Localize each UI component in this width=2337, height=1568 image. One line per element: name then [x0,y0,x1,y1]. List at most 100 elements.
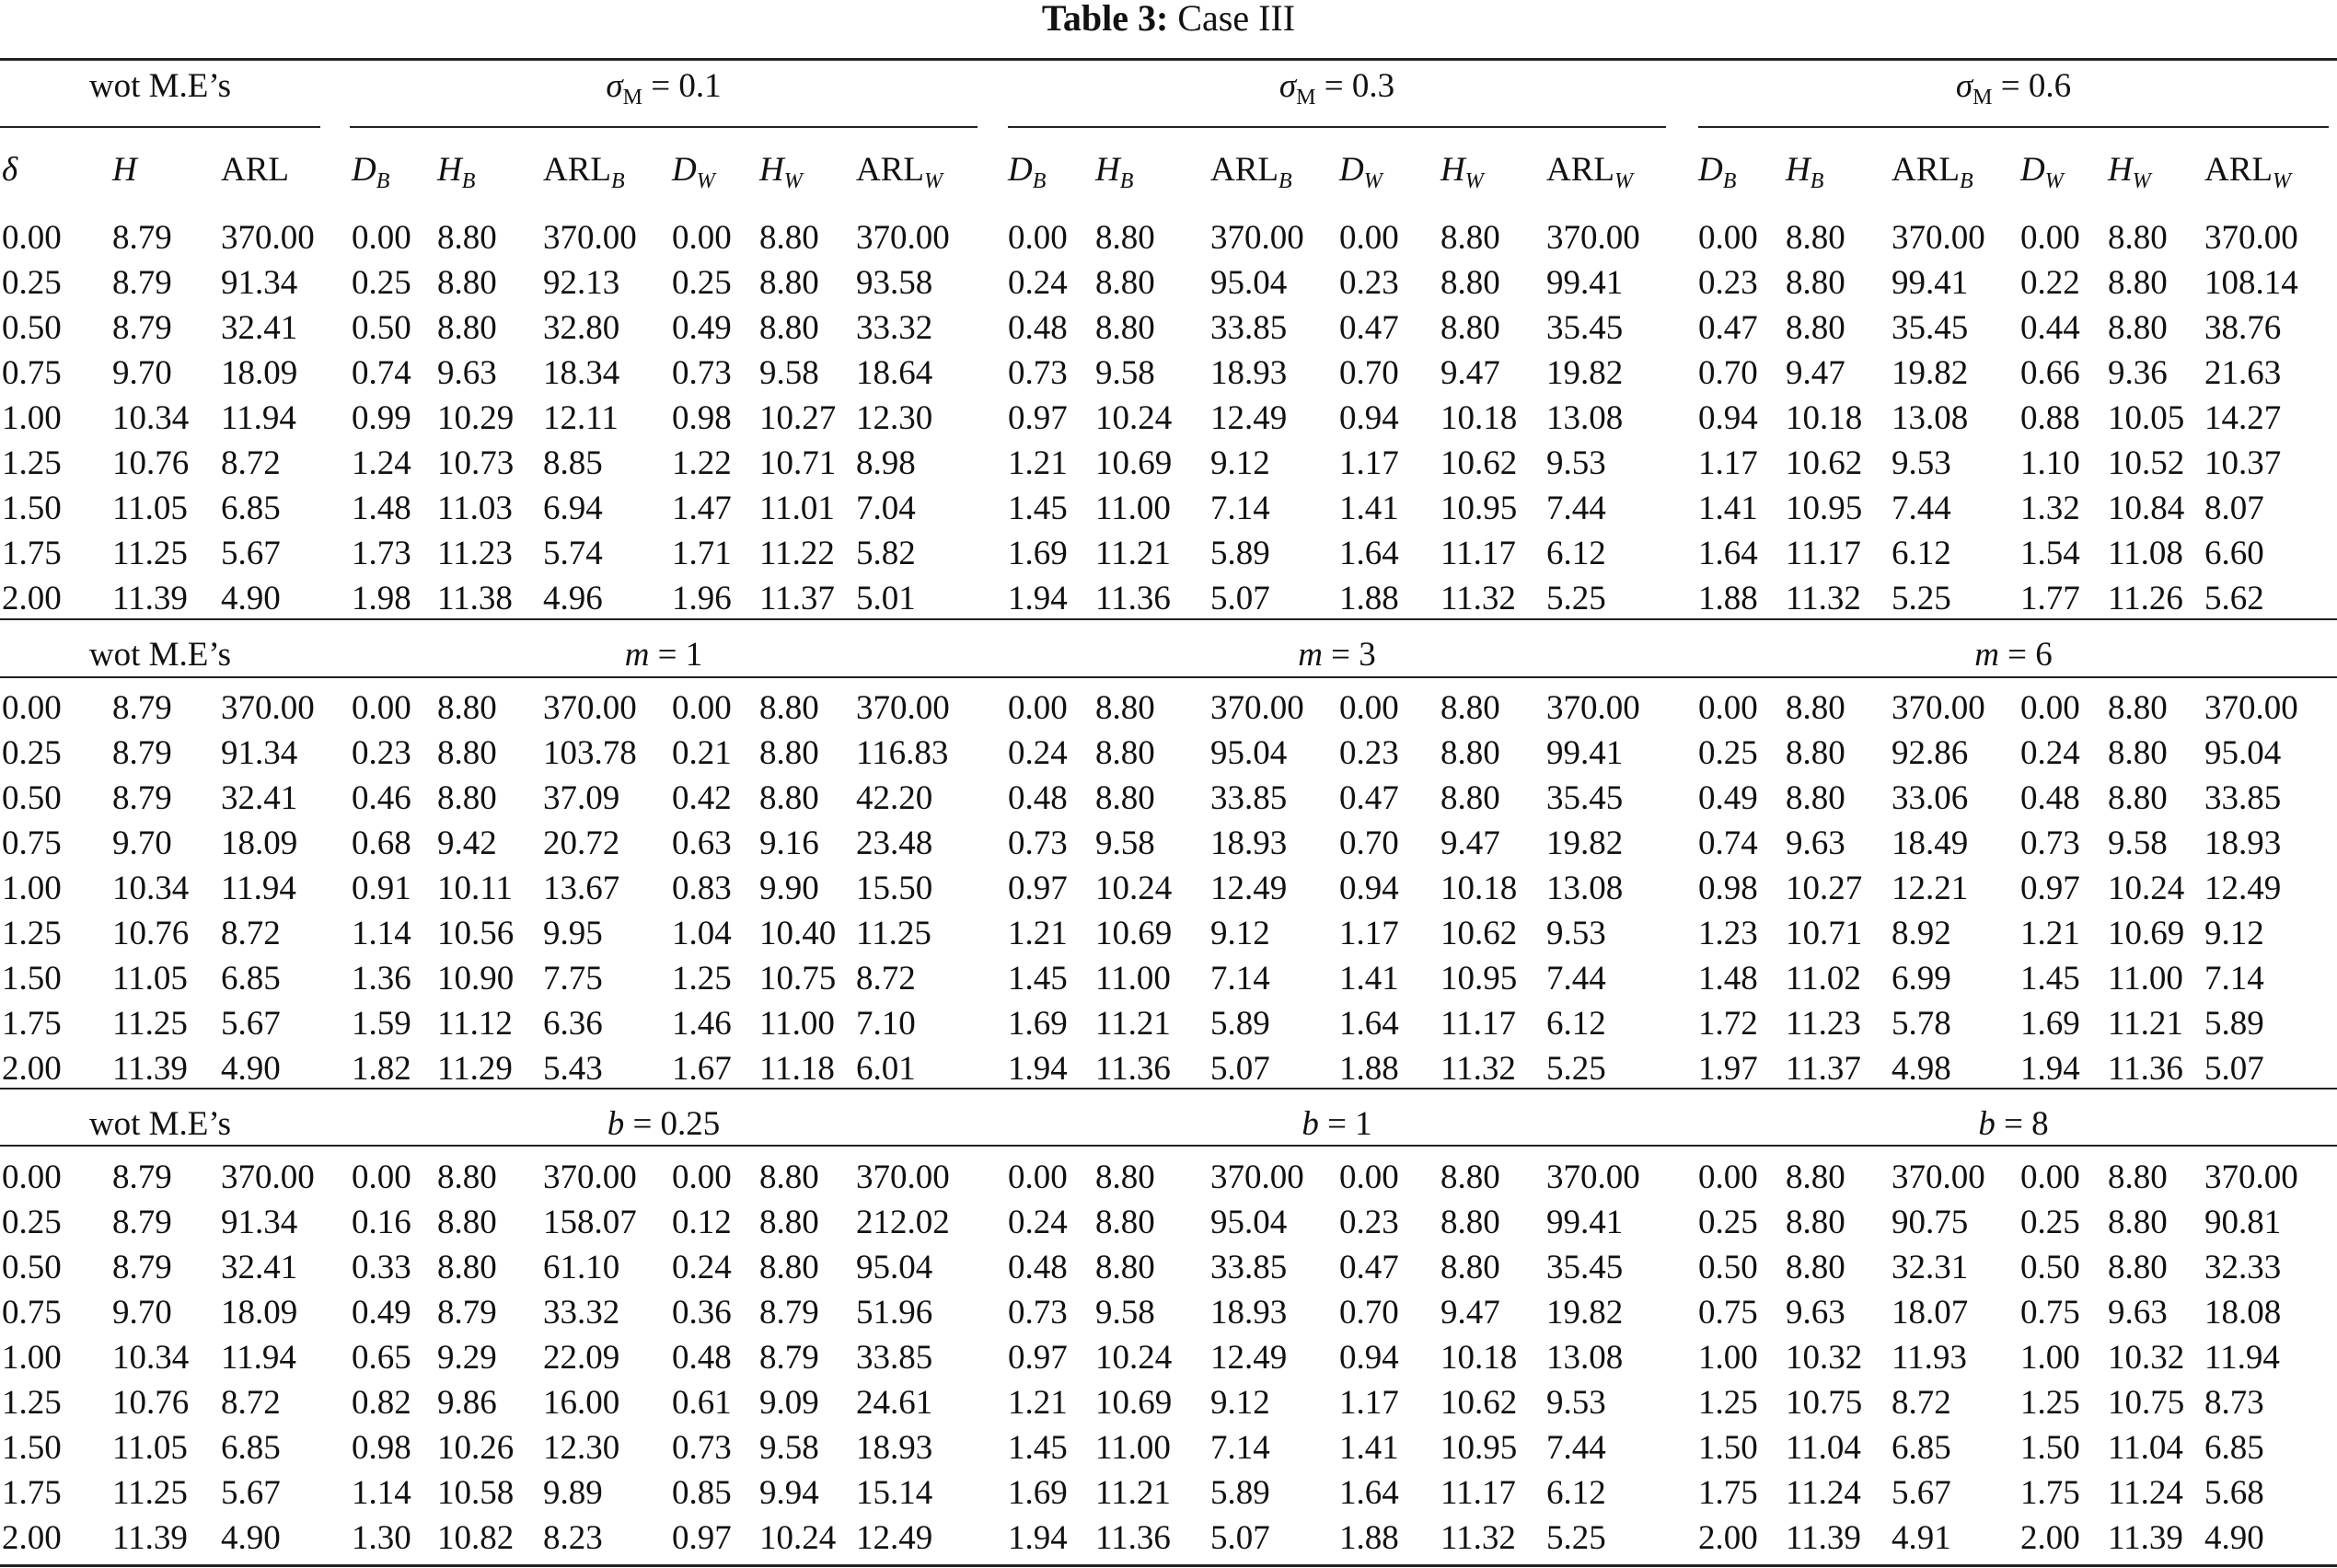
table-cell: 0.66 [2020,354,2080,392]
table-cell: 8.79 [112,264,172,302]
table-cell: 6.99 [1892,960,1951,997]
table-cell: 22.09 [543,1339,620,1377]
table-cell: 0.23 [1339,734,1399,772]
table-cell: 33.85 [1210,1249,1288,1286]
table-cell: 0.25 [352,264,411,302]
table-cell: 1.96 [672,580,732,617]
table-cell: 11.21 [1095,1474,1171,1512]
table-cell: 12.49 [856,1519,933,1557]
table-cell: 11.04 [2108,1429,2183,1467]
table-cell: 10.24 [1095,399,1173,437]
table-cell: 116.83 [856,734,949,772]
table-cell: 9.63 [2108,1294,2168,1332]
table-cell: 18.09 [221,354,298,392]
table-cell: 5.62 [2204,580,2264,617]
table-cell: 5.67 [1892,1474,1951,1512]
shift-delta-cell: 0.00 [2,219,62,257]
table-cell: 1.30 [352,1519,411,1557]
table-cell: 0.00 [1698,1159,1758,1196]
table-cell: 0.16 [352,1204,411,1241]
shift-delta-cell: 0.00 [2,689,62,727]
table-cell: 0.00 [672,689,732,727]
table-cell: 18.64 [856,354,933,392]
table-cell: 10.76 [112,915,190,952]
table-cell: 0.00 [1339,689,1399,727]
table-cell: 8.80 [1095,779,1155,817]
table-cell: 0.00 [352,1159,411,1196]
table-cell: 1.69 [1008,1474,1068,1512]
table-cell: 9.90 [759,870,819,907]
table-cell: 90.81 [2204,1204,2282,1241]
table-cell: 61.10 [543,1249,620,1286]
table-cell: 0.00 [1339,1159,1399,1196]
table-cell: 11.00 [759,1005,835,1043]
table-cell: 1.98 [352,580,411,617]
table-cell: 8.80 [2108,309,2168,347]
column-header-symbol: ARL [2204,151,2273,189]
table-cell: 0.97 [1008,1339,1068,1377]
table-cell: 9.63 [437,354,497,392]
table-cell: 1.23 [1698,915,1758,952]
shift-delta-cell: 1.50 [2,490,62,527]
subscript: W [2273,169,2291,193]
table-cell: 11.39 [112,1519,188,1557]
table-cell: 18.93 [1210,1294,1288,1332]
table-cell: 0.94 [1339,870,1399,907]
table-cell: 8.92 [1892,915,1951,952]
table-cell: 12.30 [543,1429,620,1467]
table-cell: 4.90 [2204,1519,2264,1557]
table-cell: 0.36 [672,1294,732,1332]
table-cell: 19.82 [1892,354,1969,392]
table-cell: 1.14 [352,1474,411,1512]
table-cell: 9.94 [759,1474,819,1512]
table-cell: 15.50 [856,870,933,907]
table-cell: 0.50 [352,309,411,347]
table-cell: 10.24 [1095,1339,1173,1377]
table-cell: 99.41 [1546,1204,1624,1241]
table-cell: 8.79 [112,1204,172,1241]
table-cell: 10.32 [2108,1339,2185,1377]
table-cell: 9.58 [2108,824,2168,862]
table-cell: 5.43 [543,1050,603,1088]
table-cell: 33.85 [1210,309,1288,347]
table-cell: 11.05 [112,490,188,527]
table-cell: 0.47 [1339,779,1399,817]
table-cell: 9.53 [1546,1384,1606,1422]
table-cell: 32.33 [2204,1249,2282,1286]
shift-delta-cell: 1.25 [2,444,62,482]
table-cell: 95.04 [856,1249,933,1286]
table-cell: 10.34 [112,870,190,907]
table-cell: 1.10 [2020,444,2080,482]
shift-delta-cell: 2.00 [2,1519,62,1557]
table-cell: 10.69 [1095,1384,1173,1422]
table-cell: 8.80 [1786,779,1845,817]
group-symbol: σ [1955,67,1973,105]
table-cell: 370.00 [856,689,950,727]
table-cell: 11.36 [2108,1050,2183,1088]
column-header-symbol: H [1095,151,1120,189]
table-cell: 8.80 [437,1159,497,1196]
table-cell: 11.94 [2204,1339,2280,1377]
table-cell: 4.96 [543,580,603,617]
table-cell: 8.80 [2108,264,2168,302]
table-cell: 11.00 [1095,490,1171,527]
table-cell: 1.00 [1698,1339,1758,1377]
table-cell: 0.00 [672,1159,732,1196]
table-cell: 1.45 [1008,960,1068,997]
group-header: σM = 0.6 [1955,67,2071,110]
table-cell: 8.80 [437,734,497,772]
table-cell: 33.85 [1210,779,1288,817]
table-cell: 9.86 [437,1384,497,1422]
subscript: B [1960,169,1973,193]
table-cell: 10.82 [437,1519,515,1557]
table-cell: 1.64 [1339,535,1399,572]
group-symbol: b [1302,1105,1319,1143]
table-cell: 11.25 [112,1474,188,1512]
column-header: DW [672,152,715,193]
table-cell: 1.21 [1008,1384,1068,1422]
table-cell: 7.04 [856,490,916,527]
table-cell: 12.49 [1210,1339,1288,1377]
table-cell: 0.75 [2020,1294,2080,1332]
subscript: B [1119,169,1134,193]
table-cell: 0.63 [672,824,732,862]
